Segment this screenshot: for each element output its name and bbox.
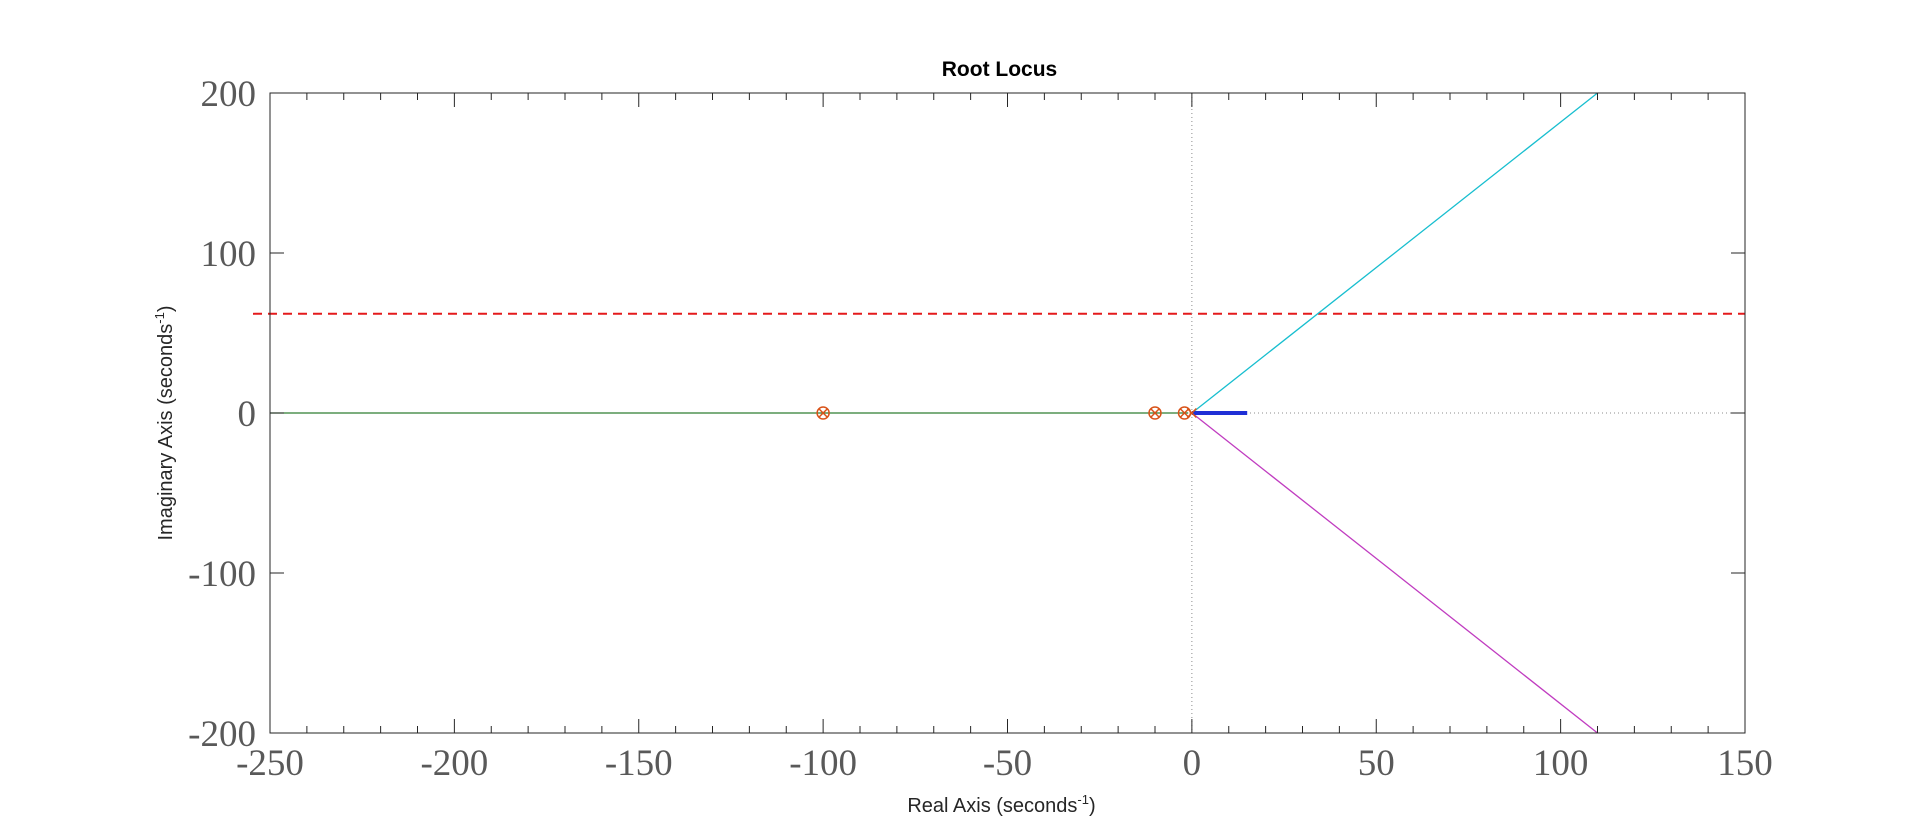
x-tick-label: -50 <box>983 743 1032 784</box>
x-tick-label: -150 <box>605 743 673 784</box>
y-tick-label: -100 <box>188 554 256 595</box>
y-axis-label: Imaginary Axis (seconds-1) <box>152 306 177 541</box>
x-tick-label: -100 <box>789 743 857 784</box>
chart-title: Root Locus <box>942 58 1058 81</box>
x-tick-label: 0 <box>1183 743 1202 784</box>
locus-branch-2 <box>1191 412 1598 734</box>
x-tick-label: -250 <box>236 743 304 784</box>
pole-marker-3 <box>1186 407 1197 419</box>
pole-marker-1 <box>1149 407 1161 419</box>
zero-marker-2 <box>1177 406 1192 420</box>
pole-marker-2 <box>1179 407 1190 419</box>
zero-marker-0 <box>816 406 830 420</box>
y-tick-label: 100 <box>201 234 257 275</box>
y-tick-label: 0 <box>238 394 257 435</box>
x-tick-label: 100 <box>1533 743 1589 784</box>
y-tick-label: -200 <box>188 714 256 755</box>
x-axis-label: Real Axis (seconds-1) <box>907 792 1095 817</box>
x-tick-label: 150 <box>1717 743 1773 784</box>
locus-branch-1 <box>1191 92 1598 414</box>
zero-marker-1 <box>1148 406 1162 420</box>
y-tick-label: 200 <box>201 74 257 115</box>
x-tick-label: -200 <box>420 743 488 784</box>
x-tick-label: 50 <box>1358 743 1395 784</box>
pole-marker-0 <box>818 407 829 419</box>
